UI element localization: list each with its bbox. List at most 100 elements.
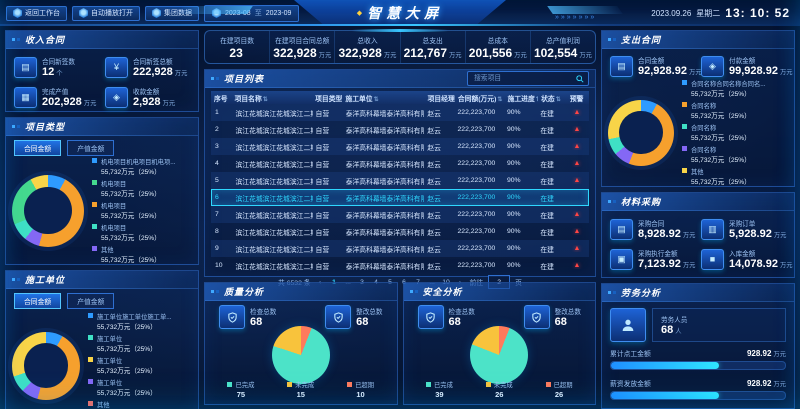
legend-swatch — [88, 313, 93, 318]
panel-title: 支出合同 — [602, 31, 794, 49]
construction-unit-legend: 施工单位施工单位施工单... 55,732万元（25%） 施工单位 55,732万元（… — [88, 312, 192, 409]
project-search-box[interactable] — [467, 71, 589, 86]
labor-bar: 累计点工金额 928.92 万元 — [610, 348, 786, 370]
warning-icon: ▲ — [573, 211, 581, 218]
sort-icon[interactable]: ⇅ — [373, 96, 379, 103]
column-header[interactable]: 项目经理⇅ — [427, 95, 455, 103]
pie-legend-item: 已完成 75 — [227, 380, 254, 399]
sort-icon[interactable]: ⇅ — [555, 96, 561, 103]
app-title-block: ◆ 智慧大屏 — [294, 0, 506, 25]
sort-icon[interactable]: ⇅ — [497, 96, 503, 103]
mid-bottom-row: 质量分析 检查总数 68 整改总数 68 已完成 75 未完成 15 已超期 10 安全分析 检… — [204, 282, 596, 405]
top-bar: 返回工作台自动播放打开集团数据 2023-08 至 2023-09 ◆ 智慧大屏… — [0, 0, 800, 26]
safety-pie-chart — [470, 325, 529, 384]
panel-title: 收入合同 — [6, 31, 198, 49]
column-header[interactable]: 状态⇅ — [541, 95, 561, 103]
search-input[interactable] — [472, 74, 573, 83]
panel-construction-unit: 施工单位 合同金额 产值金额 施工单位施工单位施工单... 55,732万元（25… — [5, 270, 199, 409]
warning-icon: ▲ — [573, 143, 581, 150]
table-row[interactable]: 3滨江花城滨江花城滨江二期项...自营泰洋高科幕墙泰洋高科有限公...赵云222… — [211, 138, 589, 155]
current-weekday: 星期二 — [696, 8, 721, 18]
sort-icon[interactable]: ⇅ — [262, 96, 268, 103]
title-squares-icon — [12, 125, 15, 128]
column-header: 序号 — [214, 95, 228, 103]
labor-top: 劳务人员 68 人 — [602, 302, 794, 344]
legend-swatch — [92, 158, 97, 163]
legend-swatch — [92, 202, 97, 207]
title-squares-icon — [608, 291, 611, 294]
material-stats: ▤ 采购合同 8,928.92 万元 ▥ 采购订单 5,928.92 万元 ▣ 采购执行金额 7,1… — [602, 211, 794, 277]
column-header[interactable]: 项目类型⇅ — [315, 95, 343, 103]
legend-swatch — [545, 382, 551, 387]
title-squares-icon — [211, 77, 214, 80]
stat-item: ▥ 采购订单 5,928.92 万元 — [701, 218, 786, 240]
kpi-item: 在建项目合同总额 322,928 万元 — [269, 31, 334, 63]
title-squares-icon — [12, 278, 15, 281]
safety-chips: 检查总数 68 整改总数 68 — [404, 301, 596, 329]
table-row[interactable]: 2滨江花城滨江花城滨江二期项...自营泰洋高科幕墙泰洋高科有限公...赵云222… — [215, 126, 581, 135]
legend-swatch — [92, 224, 97, 229]
middle-column: 在建项目数 23 在建项目合同总额 322,928 万元 总收入 322,928 万元 总支出 2… — [204, 30, 596, 405]
labor-personnel-stat: 劳务人员 68 人 — [652, 308, 786, 342]
stat-item: ▤ 采购合同 8,928.92 万元 — [610, 218, 695, 240]
tab-contract-amount[interactable]: 合同金额 — [14, 140, 62, 156]
table-row[interactable]: 10滨江花城滨江花城滨江二期项...自营泰洋高科幕墙泰洋高科有限公...赵云22… — [215, 262, 581, 271]
stat-item: ▦ 完成产值 202,928 万元 — [14, 86, 99, 108]
stat-item: ▤ 合同新签数 12 个 — [14, 56, 99, 78]
top-nav: 返回工作台自动播放打开集团数据 — [6, 5, 199, 21]
content: 收入合同 ▤ 合同新签数 12 个 ¥ 合同新签总额 222,928 万元 ▦ 完成产值 202,9… — [0, 26, 800, 409]
contract-amount-icon: ¥ — [105, 56, 128, 78]
pie-legend-item: 未完成 26 — [485, 380, 513, 399]
right-column: 支出合同 ▤ 合同金额 92,928.92 万元 ◈ 付款金额 99,928.92 万元 合同… — [601, 30, 795, 409]
column-header[interactable]: 施工进度⇅ — [505, 93, 539, 103]
nav-button[interactable]: 自动播放打开 — [72, 5, 140, 21]
chip-stat: 整改总数 68 — [325, 305, 383, 329]
column-header[interactable]: 项目名称⇅ — [234, 95, 268, 103]
tab-output-amount[interactable]: 产值金额 — [67, 293, 115, 309]
legend-item: 机电项目 55,732万元（25%） — [92, 201, 192, 220]
search-icon[interactable] — [576, 74, 584, 83]
warning-icon: ▲ — [573, 126, 581, 133]
kpi-bar: 在建项目数 23 在建项目合同总额 322,928 万元 总收入 322,928 万元 总支出 2… — [204, 30, 596, 64]
table-row[interactable]: 9滨江花城滨江花城滨江二期项...自营泰洋高科幕墙泰洋高科有限公...赵云222… — [211, 240, 589, 257]
table-row[interactable]: 5滨江花城滨江花城滨江二期项...自营泰洋高科幕墙泰洋高科有限公...赵云222… — [211, 172, 589, 189]
legend-item: 合同名称 55,732万元（25%） — [682, 101, 788, 120]
quality-pie-chart — [271, 325, 330, 384]
legend-swatch — [425, 382, 431, 387]
sort-icon[interactable]: ⇅ — [536, 97, 538, 103]
purchase-exec-icon: ▣ — [610, 248, 633, 270]
table-row[interactable]: 1滨江花城滨江花城滨江二期项...自营泰洋高科幕墙泰洋高科有限公...赵云222… — [211, 104, 589, 121]
legend-item: 机电项目 55,732万元（25%） — [92, 223, 192, 242]
table-row[interactable]: 6滨江花城滨江花城滨江二期项...自营泰洋高科幕墙泰洋高科有限公...赵云222… — [211, 189, 589, 206]
table-row[interactable]: 7滨江花城滨江花城滨江二期项...自营泰洋高科幕墙泰洋高科有限公...赵云222… — [211, 206, 589, 223]
left-column: 收入合同 ▤ 合同新签数 12 个 ¥ 合同新签总额 222,928 万元 ▦ 完成产值 202,9… — [5, 30, 199, 409]
project-type-chart-row: 机电项目机电项目机电项... 55,732万元（25%） 机电项目 55,732万元（… — [6, 157, 198, 264]
datetime: 2023.09.26 星期二 13: 10: 52 — [651, 6, 790, 20]
warehouse-icon: ■ — [701, 248, 724, 270]
panel-title: 项目列表 — [205, 70, 595, 88]
nav-button[interactable]: 返回工作台 — [6, 5, 67, 21]
tab-output-amount[interactable]: 产值金额 — [67, 140, 115, 156]
panel-title: 劳务分析 — [602, 284, 794, 302]
date-end[interactable]: 2023-09 — [265, 9, 292, 17]
legend-item: 机电项目 55,732万元（25%） — [92, 179, 192, 198]
column-header[interactable]: 合同额(万元)⇅ — [457, 95, 503, 103]
legend-item: 合同名称合同名称合同名... 55,732万元（25%） — [682, 79, 788, 98]
shield-check-icon — [417, 305, 444, 329]
table-row[interactable]: 4滨江花城滨江花城滨江二期项...自营泰洋高科幕墙泰洋高科有限公...赵云222… — [215, 160, 581, 169]
current-date: 2023.09.26 — [651, 8, 692, 18]
column-header[interactable]: 施工单位⇅ — [345, 95, 379, 103]
construction-unit-donut-chart — [12, 331, 80, 400]
expense-stats: ▤ 合同金额 92,928.92 万元 ◈ 付款金额 99,928.92 万元 — [602, 49, 794, 79]
star-icon: ◆ — [356, 9, 363, 17]
tab-contract-amount[interactable]: 合同金额 — [14, 293, 62, 309]
construction-unit-chart-row: 施工单位施工单位施工单... 55,732万元（25%） 施工单位 55,732万元（… — [6, 310, 198, 409]
stat-item: ¥ 合同新签总额 222,928 万元 — [105, 56, 190, 78]
table-row[interactable]: 8滨江花城滨江花城滨江二期项...自营泰洋高科幕墙泰洋高科有限公...赵云222… — [215, 228, 581, 237]
chip-stat: 整改总数 68 — [523, 305, 581, 329]
legend-item: 合同名称 55,732万元（25%） — [682, 145, 788, 164]
legend-swatch — [287, 382, 293, 387]
legend-swatch — [92, 246, 97, 251]
